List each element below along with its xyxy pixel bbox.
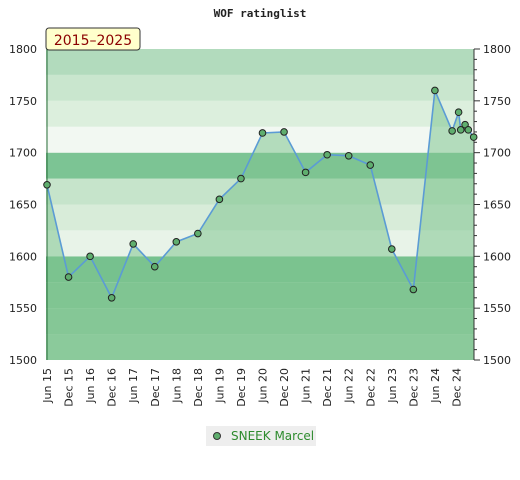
y-tick-label-right: 1600	[483, 250, 511, 263]
x-tick-label: Dec 22	[364, 368, 377, 407]
y-tick-label-right: 1700	[483, 147, 511, 160]
data-point	[258, 129, 267, 137]
x-axis-ticks: Jun 15 Dec 15 Jun 16 Dec 16 Jun 17 Dec 17 Jun …	[41, 368, 463, 407]
y-axis-left-ticks: 1500 1550 1600 1650 1700 1750 1800	[9, 43, 37, 367]
legend-label: SNEEK Marcel	[231, 429, 314, 443]
x-tick-label: Jun 18	[170, 368, 183, 404]
data-point	[215, 195, 224, 204]
data-point	[172, 238, 181, 246]
x-tick-label: Jun 17	[127, 368, 140, 404]
x-tick-label: Jun 16	[84, 368, 97, 404]
data-point	[448, 127, 456, 135]
x-tick-label: Jun 20	[257, 368, 270, 404]
x-tick-label: Jun 15	[41, 368, 54, 404]
area-fill	[47, 90, 474, 360]
x-tick-label: Dec 21	[321, 368, 334, 407]
range-label: 2015–2025	[54, 33, 132, 49]
x-tick-label: Dec 15	[63, 368, 76, 407]
x-tick-label: Jun 22	[343, 368, 356, 404]
range-badge-background	[45, 27, 141, 51]
x-tick-label: Dec 23	[407, 368, 420, 407]
background-band	[46, 100, 474, 127]
y-tick-label-right: 1500	[483, 354, 511, 367]
chart-title: WOF ratinglist	[214, 7, 307, 20]
range-badge: 2015–2025	[45, 27, 141, 51]
data-point	[469, 133, 478, 141]
x-tick-label: Dec 19	[235, 368, 248, 407]
y-tick-label-left: 1600	[9, 250, 37, 263]
data-point	[107, 294, 116, 302]
background-band	[46, 49, 474, 75]
y-tick-label-left: 1500	[9, 354, 37, 367]
data-point	[129, 240, 137, 248]
data-point	[409, 285, 418, 294]
y-tick-label-left: 1800	[9, 43, 37, 56]
data-point	[64, 273, 73, 281]
y-tick-label-left: 1700	[9, 147, 37, 160]
y-tick-label-right: 1650	[483, 199, 511, 212]
data-point	[431, 86, 439, 95]
background-band	[46, 74, 474, 101]
x-tick-label: Jun 24	[429, 368, 442, 404]
legend[interactable]: SNEEK Marcel	[206, 426, 316, 446]
y-tick-label-right: 1800	[483, 43, 511, 56]
data-point	[344, 151, 353, 160]
x-tick-label: Dec 16	[106, 368, 119, 407]
x-tick-label: Dec 18	[192, 368, 205, 407]
data-point	[237, 174, 245, 183]
x-tick-label: Jun 23	[386, 368, 399, 404]
data-point	[301, 168, 310, 177]
x-tick-label: Dec 24	[450, 368, 463, 407]
x-tick-label: Dec 20	[278, 368, 291, 407]
data-point	[43, 181, 51, 189]
x-tick-label: Dec 17	[149, 368, 162, 407]
x-tick-label: Jun 21	[300, 368, 313, 404]
data-point	[456, 126, 465, 134]
data-points	[43, 86, 478, 302]
legend-marker	[213, 432, 221, 440]
data-point	[366, 161, 375, 169]
y-tick-label-left: 1750	[9, 95, 37, 108]
data-point	[86, 252, 94, 261]
data-point	[194, 229, 202, 238]
y-tick-label-right: 1750	[483, 95, 511, 108]
data-point	[388, 245, 396, 253]
data-point	[280, 128, 288, 136]
y-axis-right-ticks: 1500 1550 1600 1650 1700 1750 1800	[474, 43, 511, 367]
y-tick-label-left: 1550	[9, 302, 37, 315]
y-tick-label-right: 1550	[483, 302, 511, 315]
legend-background	[206, 426, 316, 446]
data-point	[150, 262, 159, 271]
y-tick-label-left: 1650	[9, 199, 37, 212]
x-tick-label: Jun 19	[213, 368, 226, 404]
data-point	[464, 126, 473, 134]
data-point	[323, 150, 331, 159]
data-point	[454, 108, 463, 117]
